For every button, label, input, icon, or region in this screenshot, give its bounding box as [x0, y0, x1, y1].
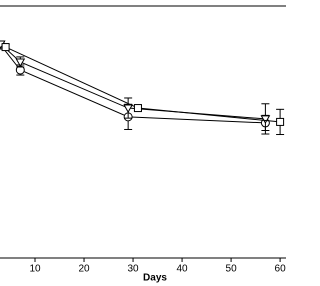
page: {"chart_data": {"type": "line", "x_label… [0, 5, 286, 284]
chart: Days 10 20 30 40 50 60 [0, 5, 286, 284]
marker [276, 117, 285, 126]
marker [15, 58, 26, 67]
x-tick-label: 10 [29, 264, 41, 275]
x-axis-label: Days [143, 273, 167, 284]
series-line [0, 44, 266, 124]
series-line [5, 46, 281, 123]
marker [1, 43, 10, 52]
x-tick-label: 60 [275, 264, 286, 275]
x-tick-label: 30 [127, 264, 139, 275]
x-tick-label: 50 [226, 264, 238, 275]
marker [260, 115, 271, 124]
x-tick-label: 40 [177, 264, 189, 275]
x-tick-label: 20 [78, 264, 90, 275]
marker [133, 104, 142, 113]
series-line [0, 43, 266, 120]
marker [123, 104, 134, 114]
